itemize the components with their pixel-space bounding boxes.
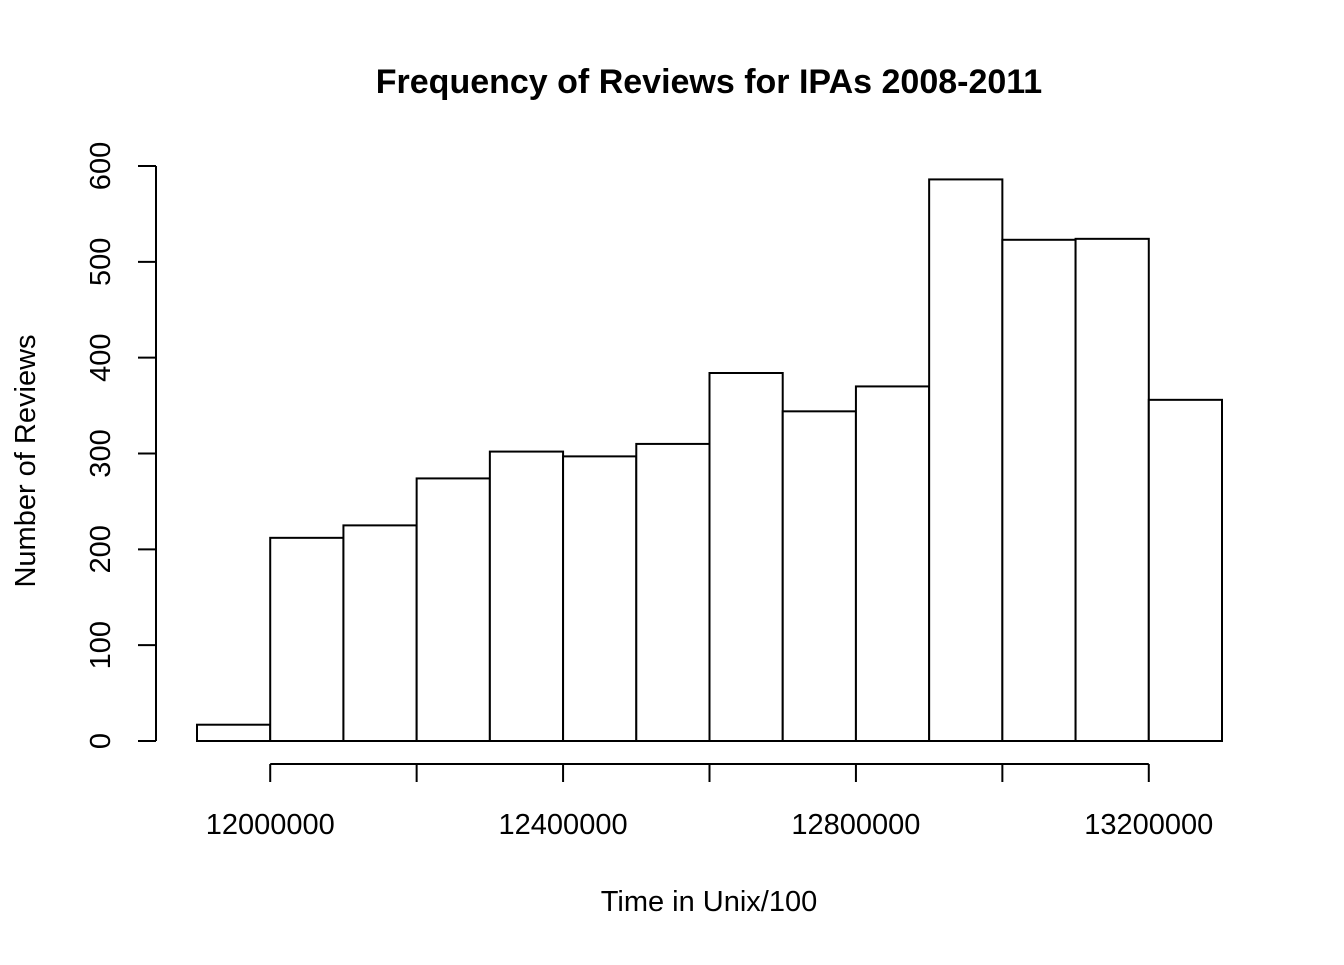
x-tick-label: 12000000 xyxy=(206,809,335,841)
x-tick-label: 12400000 xyxy=(499,809,628,841)
histogram-bar xyxy=(854,385,931,742)
y-axis: 0 100 200 300 400 500 600 xyxy=(85,142,157,749)
chart-title: Frequency of Reviews for IPAs 2008-2011 xyxy=(376,63,1042,101)
y-tick-label: 100 xyxy=(85,621,117,669)
y-tick-label: 300 xyxy=(85,429,117,477)
histogram-bar xyxy=(196,723,272,742)
histogram-bar xyxy=(1074,237,1150,742)
y-tick-label: 500 xyxy=(85,238,117,286)
bars-group xyxy=(196,178,1224,743)
histogram-bar xyxy=(635,442,711,742)
histogram-bar xyxy=(781,410,857,742)
histogram-bar xyxy=(269,536,345,742)
histogram-bar xyxy=(562,455,638,742)
y-tick-label: 0 xyxy=(85,733,117,749)
y-axis-label: Number of Reviews xyxy=(10,334,42,587)
y-tick-label: 600 xyxy=(85,142,117,190)
histogram-bar xyxy=(1147,398,1224,742)
histogram-bar xyxy=(708,372,784,742)
histogram-bar xyxy=(488,450,565,742)
histogram-bar xyxy=(928,178,1004,742)
x-tick-label: 12800000 xyxy=(791,809,920,841)
y-tick-label: 400 xyxy=(85,333,117,381)
histogram-bar xyxy=(342,524,418,742)
histogram-bar xyxy=(415,477,491,742)
x-tick-label: 13200000 xyxy=(1084,809,1213,841)
x-axis-label: Time in Unix/100 xyxy=(601,886,818,918)
histogram-bar xyxy=(1001,238,1077,743)
y-tick-label: 200 xyxy=(85,525,117,573)
x-axis: 12000000 12400000 12800000 13200000 xyxy=(206,763,1213,841)
